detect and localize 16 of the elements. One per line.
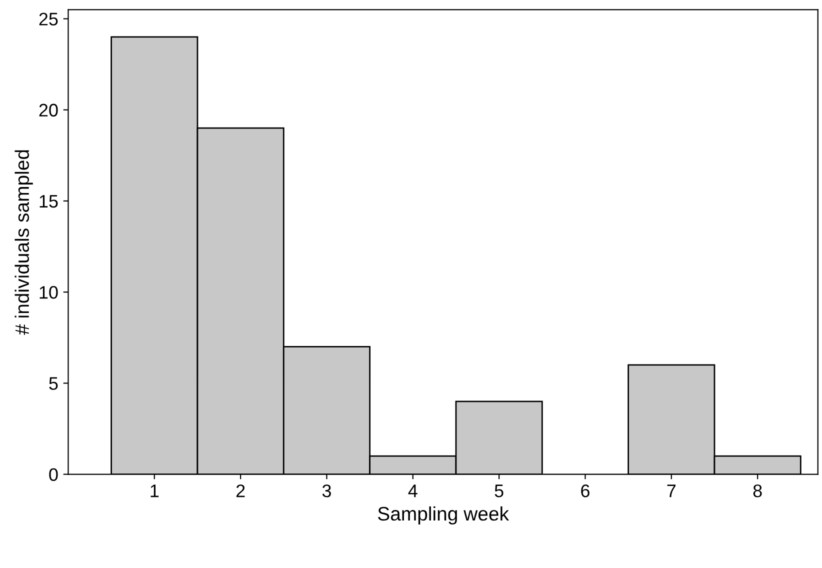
x-axis-title: Sampling week: [378, 506, 510, 525]
y-tick-label: 0: [49, 468, 58, 481]
y-tick-label: 5: [49, 377, 58, 390]
x-tick-label: 8: [753, 484, 762, 498]
x-tick-label: 4: [408, 484, 418, 498]
x-tick-label: 7: [667, 484, 676, 498]
x-tick-label: 3: [322, 484, 331, 498]
y-axis-title: # individuals sampled: [14, 150, 33, 335]
x-tick-label: 1: [150, 484, 159, 498]
x-tick-label: 6: [581, 484, 590, 498]
y-tick-label: 15: [40, 195, 58, 208]
y-tick-label: 25: [39, 12, 58, 26]
x-tick-label: 2: [236, 484, 245, 498]
x-tick-label: 5: [494, 484, 504, 498]
y-tick-label: 20: [39, 104, 58, 117]
y-tick-label: 10: [40, 286, 58, 299]
